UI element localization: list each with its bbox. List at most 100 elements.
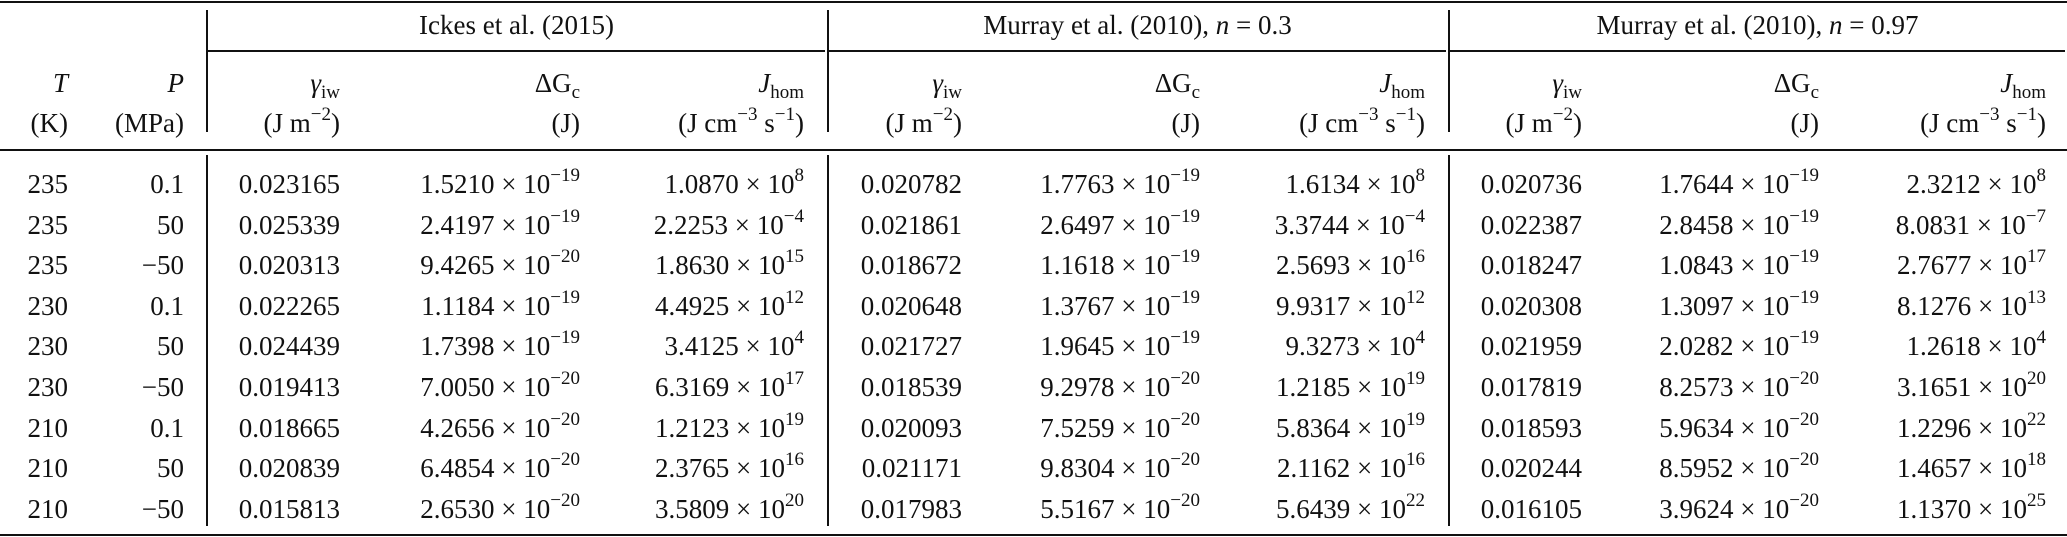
cell-delta-g-2: 1.9645 × 10−19 [1040, 328, 1200, 361]
group-n-value: = 0.97 [1842, 10, 1919, 40]
j-symbol: J [1379, 68, 1392, 98]
cell-pressure: 0.1 [150, 412, 184, 443]
cell-delta-g-1: 2.4197 × 10−19 [420, 207, 580, 240]
cell-j-hom-1-exponent: 8 [794, 165, 805, 186]
cell-delta-g-1-mantissa: 2.6530 × 10 [420, 493, 551, 524]
header-rule [0, 149, 2067, 151]
cell-delta-g-2: 5.5167 × 10−20 [1040, 491, 1200, 524]
cell-j-hom-2-exponent: −4 [1404, 205, 1425, 227]
gamma-unit-close: ) [953, 108, 962, 138]
header-delta-g-3-symbol: ΔGc [1774, 68, 1819, 102]
cell-j-hom-1-exponent: 16 [785, 449, 804, 471]
cell-delta-g-1-exponent: −19 [550, 327, 580, 349]
dg-symbol: ΔG [1154, 68, 1192, 98]
gamma-symbol: γ [1552, 68, 1563, 98]
cell-j-hom-2: 2.5693 × 1016 [1276, 247, 1425, 281]
cell-j-hom-1-mantissa: 1.8630 × 10 [655, 250, 785, 281]
header-j-hom-1-unit: (J cm−3 s−1) [678, 105, 804, 138]
j-subscript: hom [1391, 82, 1425, 103]
cell-j-hom-1: 2.3765 × 1016 [655, 450, 804, 484]
header-temperature-unit: (K) [31, 108, 68, 138]
j-unit-exp-a: −3 [737, 104, 758, 125]
bottom-rule [0, 534, 2067, 536]
cell-j-hom-2-mantissa: 9.9317 × 10 [1276, 290, 1406, 321]
cell-j-hom-1-exponent: −4 [783, 205, 804, 227]
cell-temperature: 230 [27, 372, 69, 402]
cell-j-hom-3: 1.2296 × 1022 [1897, 410, 2046, 443]
cell-pressure: −50 [141, 493, 184, 524]
j-unit-a: (J cm [1920, 108, 1980, 138]
group-rule-1 [208, 50, 825, 52]
cell-j-hom-3-mantissa: 1.1370 × 10 [1897, 493, 2027, 524]
cell-delta-g-2: 7.5259 × 10−20 [1040, 410, 1200, 443]
cell-delta-g-3-mantissa: 3.9624 × 10 [1659, 493, 1790, 524]
cell-delta-g-1-exponent: −20 [550, 246, 580, 268]
cell-delta-g-1-mantissa: 9.4265 × 10 [420, 250, 551, 281]
cell-delta-g-3-exponent: −20 [1789, 368, 1819, 389]
j-unit-close: ) [1416, 108, 1425, 138]
cell-delta-g-3: 1.3097 × 10−19 [1659, 288, 1819, 321]
cell-j-hom-3-mantissa: 1.2296 × 10 [1897, 412, 2027, 443]
cell-delta-g-3: 8.5952 × 10−20 [1659, 450, 1819, 483]
cell-gamma-2: 0.021727 [860, 331, 962, 362]
cell-temperature: 210 [27, 412, 69, 443]
cell-delta-g-1-exponent: −19 [550, 205, 580, 227]
cell-delta-g-3: 2.0282 × 10−19 [1659, 328, 1819, 361]
cell-j-hom-3: 8.1276 × 1013 [1897, 288, 2046, 321]
cell-gamma-1: 0.020839 [238, 453, 340, 484]
group-author: Ickes et al. (2015) [419, 10, 614, 40]
header-delta-g-1-symbol: ΔGc [535, 68, 580, 102]
cell-j-hom-1-mantissa: 3.4125 × 10 [664, 331, 795, 362]
cell-delta-g-1-mantissa: 4.2656 × 10 [420, 412, 551, 443]
t-symbol: T [52, 68, 68, 98]
cell-delta-g-1: 6.4854 × 10−20 [420, 450, 580, 484]
j-unit-b: s [1378, 108, 1396, 138]
cell-delta-g-3-exponent: −19 [1789, 286, 1819, 308]
cell-j-hom-3: 1.4657 × 1018 [1897, 450, 2046, 483]
cell-delta-g-3: 8.2573 × 10−20 [1659, 369, 1819, 402]
cell-delta-g-1-mantissa: 6.4854 × 10 [420, 453, 551, 484]
cell-j-hom-2: 2.1162 × 1016 [1277, 450, 1425, 484]
cell-j-hom-3: 2.7677 × 1017 [1897, 247, 2046, 280]
cell-j-hom-2: 9.9317 × 1012 [1276, 288, 1425, 321]
gamma-unit: (J m [1505, 108, 1553, 138]
cell-j-hom-1-mantissa: 4.4925 × 10 [655, 290, 785, 321]
j-unit-close: ) [2037, 108, 2046, 138]
gamma-unit-exp: −2 [932, 104, 953, 125]
cell-temperature: 235 [27, 209, 69, 240]
dg-unit: (J) [1171, 108, 1201, 138]
cell-gamma-2: 0.020648 [860, 290, 962, 321]
cell-j-hom-3-exponent: 18 [2027, 449, 2046, 471]
cell-delta-g-1-exponent: −20 [550, 408, 580, 430]
cell-delta-g-3-mantissa: 2.8458 × 10 [1659, 209, 1790, 240]
cell-delta-g-2-exponent: −19 [1170, 327, 1200, 349]
cell-delta-g-3-exponent: −20 [1789, 489, 1819, 511]
cell-j-hom-3: 1.1370 × 1025 [1897, 491, 2046, 524]
column-separator-body-2 [827, 155, 829, 526]
cell-j-hom-3: 8.0831 × 10−7 [1896, 207, 2046, 240]
cell-delta-g-2: 2.6497 × 10−19 [1040, 207, 1200, 240]
cell-temperature: 235 [27, 169, 69, 199]
cell-j-hom-2-mantissa: 9.3273 × 10 [1285, 331, 1416, 362]
dg-subscript: c [571, 82, 580, 103]
cell-delta-g-2: 1.3767 × 10−19 [1040, 288, 1200, 321]
cell-gamma-3: 0.018247 [1480, 250, 1582, 281]
cell-temperature: 230 [27, 331, 69, 362]
group-author: Murray et al. (2010), [1596, 10, 1823, 40]
cell-j-hom-2-mantissa: 2.5693 × 10 [1276, 250, 1406, 281]
cell-j-hom-2-mantissa: 2.1162 × 10 [1277, 453, 1406, 484]
cell-delta-g-3-mantissa: 5.9634 × 10 [1659, 412, 1790, 443]
header-gamma-1-unit: (J m−2) [264, 105, 340, 138]
cell-j-hom-3-exponent: −7 [2025, 205, 2046, 227]
cell-j-hom-2-exponent: 19 [1406, 368, 1425, 389]
dg-subscript: c [1810, 82, 1819, 103]
cell-temperature: 235 [27, 250, 69, 281]
cell-j-hom-1-mantissa: 2.3765 × 10 [655, 453, 785, 484]
cell-delta-g-2-mantissa: 7.5259 × 10 [1040, 412, 1171, 443]
cell-gamma-1: 0.019413 [238, 372, 340, 402]
cell-delta-g-1: 1.1184 × 10−19 [421, 288, 580, 321]
cell-temperature: 210 [27, 493, 69, 524]
group-n-symbol: n [1215, 10, 1230, 40]
cell-delta-g-1-exponent: −19 [550, 286, 580, 308]
cell-j-hom-2-exponent: 16 [1406, 246, 1425, 268]
